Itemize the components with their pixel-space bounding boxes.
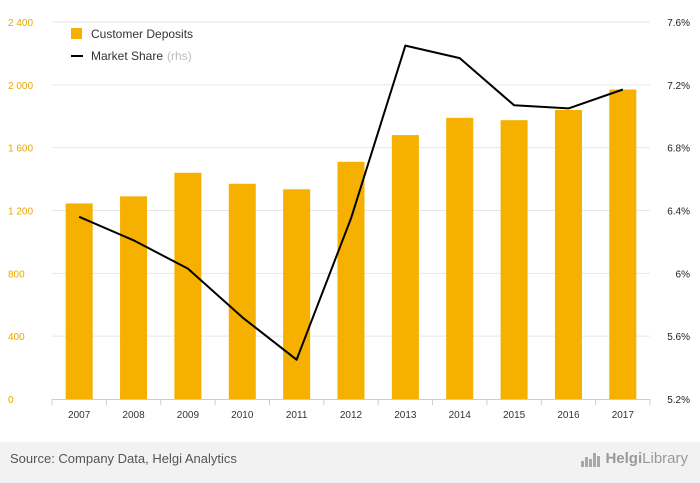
bar-2012 <box>337 161 365 399</box>
right-axis-tick-label: 6.8% <box>667 144 690 155</box>
left-axis-tick-label: 1 600 <box>8 144 33 155</box>
x-axis-tick-label: 2007 <box>68 410 91 421</box>
helgi-library-logo[interactable]: Helgi Library <box>581 450 688 467</box>
legend-label-market-share: Market Share <box>91 49 163 63</box>
left-axis-tick-label: 800 <box>8 269 25 280</box>
x-axis-tick-label: 2008 <box>122 410 145 421</box>
footer: Source: Company Data, Helgi Analytics He… <box>0 442 700 483</box>
bar-2015 <box>500 120 528 399</box>
logo-bars-icon <box>581 451 601 467</box>
bar-2010 <box>228 183 256 399</box>
legend-suffix-rhs: (rhs) <box>167 49 192 63</box>
bar-2014 <box>446 117 474 399</box>
right-axis-tick-label: 7.6% <box>667 18 690 29</box>
bar-2017 <box>609 89 637 399</box>
source-text: Source: Company Data, Helgi Analytics <box>10 451 237 466</box>
left-axis-tick-label: 0 <box>8 395 14 406</box>
right-axis-tick-label: 5.2% <box>667 395 690 406</box>
x-axis-tick-label: 2017 <box>612 410 635 421</box>
x-axis-tick-label: 2014 <box>449 410 472 421</box>
right-axis-tick-label: 7.2% <box>667 81 690 92</box>
legend-swatch-customer-deposits <box>71 28 82 39</box>
bar-2016 <box>554 109 582 399</box>
left-axis-tick-label: 400 <box>8 332 25 343</box>
bar-2009 <box>174 172 202 399</box>
x-axis-tick-label: 2015 <box>503 410 526 421</box>
x-axis-tick-label: 2012 <box>340 410 363 421</box>
bar-2007 <box>65 203 93 399</box>
chart: 0 400 800 1 200 1 600 2 000 2 400 5.2% 5.6% 6% 6.4… <box>8 18 691 421</box>
left-axis-tick-label: 2 400 <box>8 18 33 29</box>
logo-word-library: Library <box>642 450 688 467</box>
right-axis-tick-label: 6.4% <box>667 207 690 218</box>
x-axis-tick-label: 2013 <box>394 410 417 421</box>
bar-2011 <box>283 189 311 399</box>
bar-2013 <box>391 135 419 399</box>
x-axis-tick-label: 2011 <box>286 410 308 421</box>
bar-2008 <box>120 196 148 399</box>
legend-label-customer-deposits: Customer Deposits <box>91 27 193 41</box>
left-axis-tick-label: 1 200 <box>8 207 33 218</box>
right-axis-tick-label: 5.6% <box>667 332 690 343</box>
x-axis-tick-label: 2016 <box>557 410 580 421</box>
left-axis-tick-label: 2 000 <box>8 81 33 92</box>
x-axis-tick-label: 2009 <box>177 410 200 421</box>
right-axis-tick-label: 6% <box>676 269 691 280</box>
logo-word-helgi: Helgi <box>605 450 643 467</box>
x-axis-tick-label: 2010 <box>231 410 254 421</box>
